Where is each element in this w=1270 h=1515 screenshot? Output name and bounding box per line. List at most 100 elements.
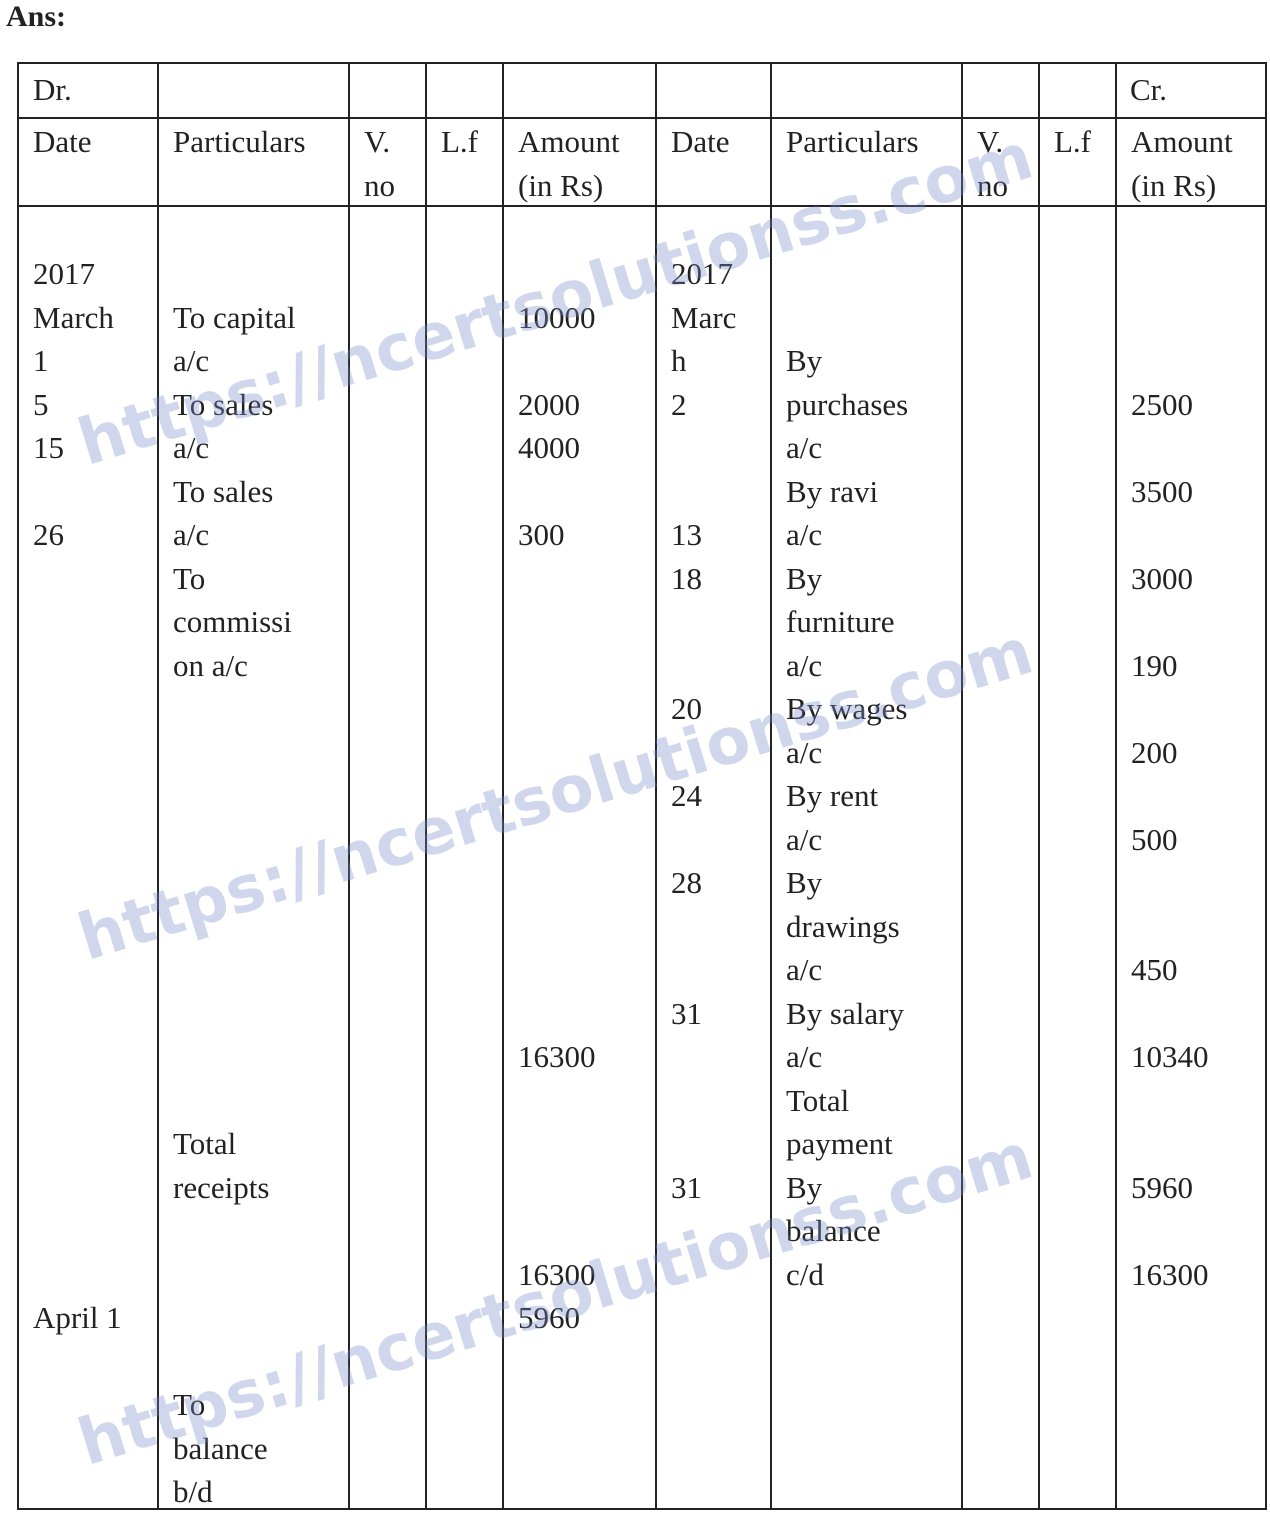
cell-line — [173, 1253, 296, 1297]
cell-line — [33, 905, 122, 949]
cell-line — [671, 948, 736, 992]
cell-line: 200 — [1131, 734, 1178, 770]
cell-line — [173, 818, 296, 862]
cell-line: To sales — [173, 473, 274, 509]
cell-line — [173, 1209, 296, 1253]
header-dr-vno: V. no — [364, 124, 395, 203]
cell-line: 10000 — [518, 299, 596, 335]
cell-line — [1131, 339, 1209, 383]
cell-line — [1131, 1209, 1209, 1253]
cell-line — [173, 861, 296, 905]
column-divider — [770, 64, 772, 1508]
cell-line: 190 — [1131, 647, 1178, 683]
cell-line — [518, 1209, 596, 1253]
cell-line — [173, 687, 296, 731]
cell-line: 2017 — [671, 256, 733, 291]
header-cr-lf: L.f — [1054, 124, 1092, 159]
cr-date-column: 2017 Marc h 2 13 18 20 24 28 31 31 — [671, 252, 736, 1209]
answer-heading: Ans: — [6, 0, 67, 33]
column-divider — [157, 64, 159, 1508]
cell-line: 31 — [671, 1169, 702, 1205]
cell-line: balance — [786, 1213, 881, 1248]
cell-line: By — [786, 560, 823, 596]
cell-line: Marc — [671, 299, 737, 335]
cell-line — [173, 731, 296, 775]
cell-line: a/c — [786, 734, 823, 770]
column-divider — [348, 64, 350, 1508]
cell-line — [1131, 296, 1209, 340]
cell-line: a/c — [786, 517, 823, 552]
cell-line — [173, 1079, 296, 1123]
cell-line: 2017 — [33, 256, 95, 291]
cell-line — [33, 1209, 122, 1253]
cell-line — [33, 557, 122, 601]
cell-line — [1131, 861, 1209, 905]
cell-line — [518, 1122, 596, 1166]
cell-line — [173, 1296, 296, 1340]
cell-line: 3500 — [1131, 473, 1193, 509]
cell-line — [671, 1035, 736, 1079]
cell-line — [1131, 252, 1209, 296]
column-divider — [1115, 64, 1117, 1508]
cell-line: April 1 — [33, 1300, 122, 1335]
cell-line — [518, 557, 596, 601]
column-divider — [502, 64, 504, 1508]
cell-line — [1131, 992, 1209, 1036]
cell-line — [671, 644, 736, 688]
cell-line — [671, 600, 736, 644]
cell-line: furniture — [786, 604, 895, 639]
cell-line: drawings — [786, 908, 900, 944]
cell-line — [173, 948, 296, 992]
cell-line: a/c — [786, 821, 823, 857]
cell-line — [518, 644, 596, 688]
cell-line — [518, 470, 596, 514]
cell-line: h — [671, 343, 687, 378]
cell-line: 5960 — [1131, 1169, 1193, 1205]
column-divider — [961, 64, 963, 1508]
cell-line: a/c — [786, 430, 823, 465]
cell-line: purchases — [786, 386, 909, 422]
cell-line: To — [173, 560, 206, 596]
cell-line — [173, 774, 296, 818]
cell-line: balance — [173, 1430, 268, 1466]
cell-line: on a/c — [173, 647, 248, 683]
cell-line: To sales — [173, 386, 274, 422]
cell-line — [33, 1253, 122, 1297]
cell-line — [518, 774, 596, 818]
cell-line — [173, 1340, 296, 1384]
cell-line — [518, 339, 596, 383]
cell-line: March — [33, 299, 114, 335]
cell-line: By ravi — [786, 473, 879, 509]
cell-line — [33, 774, 122, 818]
cell-line — [671, 470, 736, 514]
cell-line: By salary — [786, 995, 904, 1031]
cell-line: 2500 — [1131, 386, 1193, 422]
cell-line — [1131, 774, 1209, 818]
cell-line — [518, 818, 596, 862]
cell-line: By — [786, 1169, 823, 1205]
cell-line — [33, 818, 122, 862]
cell-line — [33, 992, 122, 1036]
cell-line: c/d — [786, 1256, 824, 1292]
cell-line: a/c — [786, 1039, 823, 1074]
cell-line — [671, 426, 736, 470]
header-dr-particulars: Particulars — [173, 124, 306, 159]
cell-line: 5960 — [518, 1300, 580, 1335]
cell-line — [173, 992, 296, 1036]
cell-line — [33, 948, 122, 992]
dr-particulars-column: To capital a/c To sales a/c To sales a/c To com… — [173, 252, 296, 1514]
cell-line — [1131, 426, 1209, 470]
header-cr-vno: V. no — [977, 124, 1008, 203]
cell-line: 16300 — [518, 1039, 596, 1074]
cell-line — [173, 905, 296, 949]
cell-line: By — [786, 865, 823, 900]
header-cr-date: Date — [671, 124, 730, 159]
cell-line: 5 — [33, 386, 49, 422]
cell-line: commissi — [173, 604, 292, 639]
cell-line — [1131, 687, 1209, 731]
cell-line: 300 — [518, 517, 565, 552]
cell-line — [33, 1166, 122, 1210]
cell-line: 2 — [671, 386, 687, 422]
cell-line — [33, 600, 122, 644]
cell-line: a/c — [786, 647, 823, 683]
